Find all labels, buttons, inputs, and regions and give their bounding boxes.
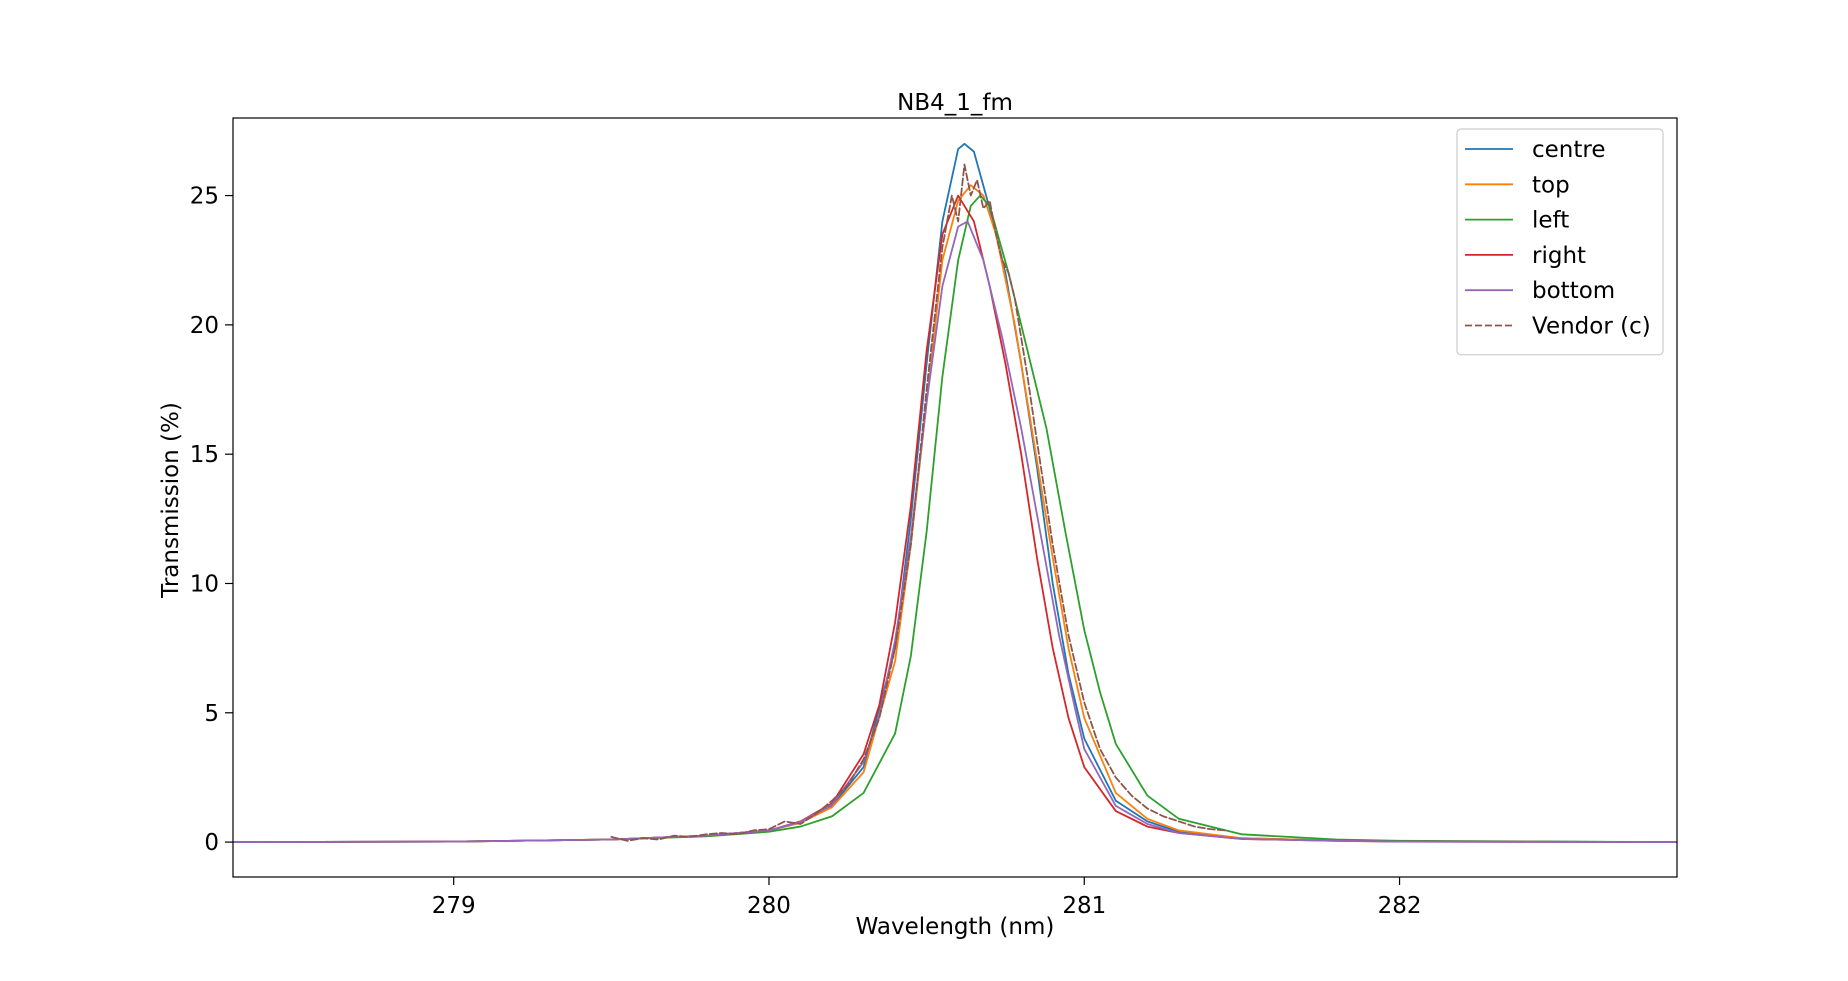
legend-label: right xyxy=(1532,243,1586,269)
plot-layer: 279 280 281 282 0 5 10 15 20 25 xyxy=(190,117,1678,919)
y-axis-label: Transmission (%) xyxy=(158,402,184,599)
x-tick-label: 281 xyxy=(1062,893,1106,919)
legend-label: bottom xyxy=(1532,278,1615,304)
y-tick-label: 5 xyxy=(204,701,219,727)
series-line-vendor-c xyxy=(610,163,1228,842)
legend-label: top xyxy=(1532,172,1570,198)
x-axis-label: Wavelength (nm) xyxy=(856,914,1055,940)
y-tick-label: 20 xyxy=(190,313,219,339)
series-group xyxy=(233,142,1677,843)
chart-title: NB4_1_fm xyxy=(897,90,1013,116)
legend-label: Vendor (c) xyxy=(1532,314,1651,340)
y-tick-label: 10 xyxy=(190,571,219,597)
plot-frame xyxy=(232,117,1678,878)
y-tick-label: 25 xyxy=(190,184,219,210)
legend: centre top left right bottom Vendor (c) xyxy=(1456,128,1664,356)
x-tick-label: 280 xyxy=(747,893,791,919)
legend-label: centre xyxy=(1532,137,1606,163)
x-tick-label: 279 xyxy=(432,893,476,919)
legend-box xyxy=(1456,128,1664,356)
x-tick-label: 282 xyxy=(1378,893,1422,919)
y-tick-label: 0 xyxy=(204,830,219,856)
series-line-bottom xyxy=(233,220,1677,843)
y-tick-label: 15 xyxy=(190,442,219,468)
legend-label: left xyxy=(1532,208,1569,234)
